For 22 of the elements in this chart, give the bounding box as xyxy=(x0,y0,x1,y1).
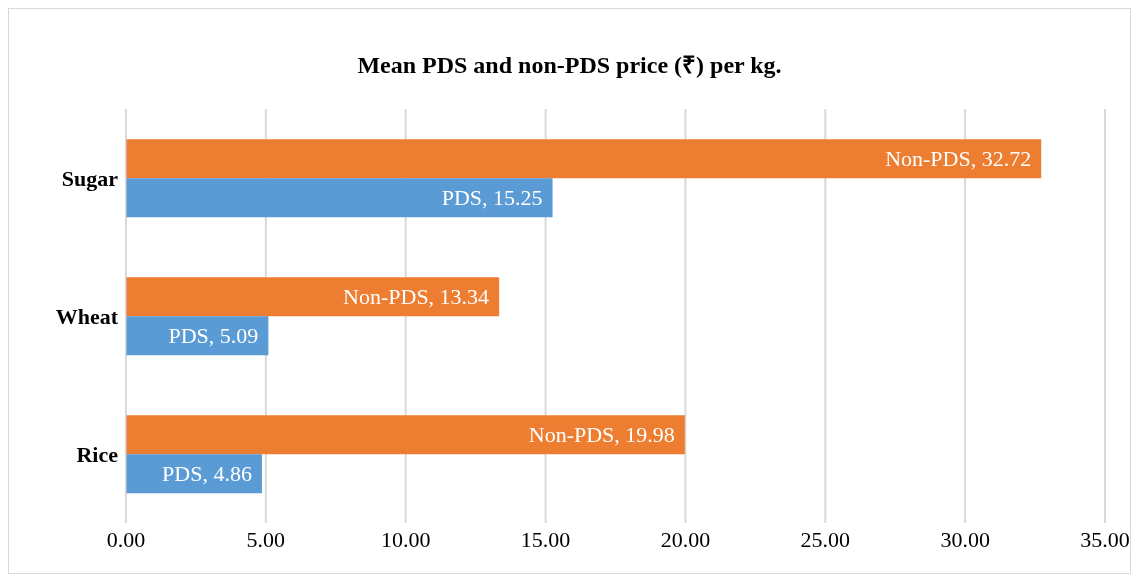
x-tick-label: 15.00 xyxy=(520,526,571,552)
bar xyxy=(126,415,685,455)
x-tick-label: 25.00 xyxy=(800,526,851,552)
data-label: Non-PDS, 19.98 xyxy=(528,422,675,448)
y-tick-label: Sugar xyxy=(61,165,119,191)
chart-title: Mean PDS and non-PDS price (₹) per kg. xyxy=(356,51,783,80)
data-label: PDS, 5.09 xyxy=(168,323,259,349)
data-label: PDS, 15.25 xyxy=(441,185,543,211)
y-tick-label: Wheat xyxy=(55,303,119,329)
x-tick-label: 35.00 xyxy=(1080,526,1130,552)
bar xyxy=(126,178,553,218)
data-label: Non-PDS, 13.34 xyxy=(343,284,490,310)
x-tick-label: 10.00 xyxy=(380,526,431,552)
x-tick-label: 0.00 xyxy=(106,526,146,552)
x-tick-label: 30.00 xyxy=(940,526,990,552)
x-tick-label: 20.00 xyxy=(660,526,711,552)
bar xyxy=(126,277,500,317)
x-tick-label: 5.00 xyxy=(246,526,286,552)
data-label: Non-PDS, 32.72 xyxy=(885,146,1032,172)
data-label: PDS, 4.86 xyxy=(162,461,252,487)
y-tick-label: Rice xyxy=(76,441,119,467)
bar xyxy=(126,139,1042,179)
